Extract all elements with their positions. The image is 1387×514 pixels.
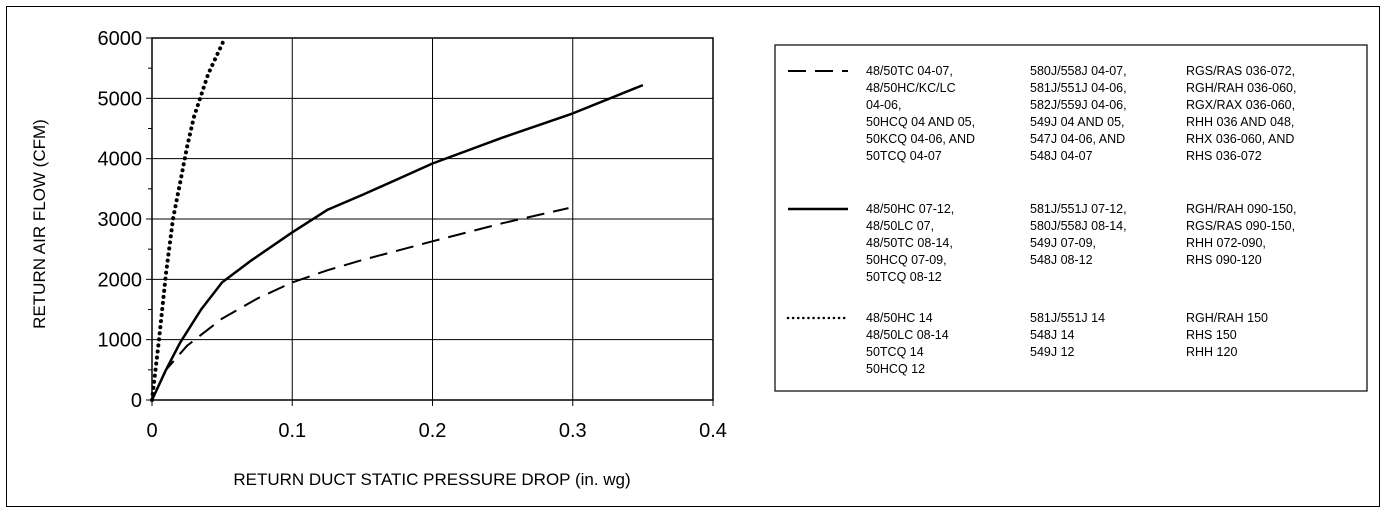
legend-label: 50TCQ 14 <box>866 345 924 359</box>
legend-label: 548J 14 <box>1030 328 1075 342</box>
y-tick-label: 1000 <box>98 330 143 352</box>
legend-label: 547J 04-06, AND <box>1030 132 1125 146</box>
legend-label: RHH 120 <box>1186 345 1237 359</box>
legend-label: 549J 12 <box>1030 345 1075 359</box>
legend-label: 48/50HC 14 <box>866 311 933 325</box>
legend-label: RGS/RAS 090-150, <box>1186 219 1295 233</box>
legend-label: 582J/559J 04-06, <box>1030 98 1127 112</box>
series-line-solid <box>150 83 644 401</box>
figure-frame <box>6 6 1380 507</box>
legend-label: RGH/RAH 090-150, <box>1186 202 1296 216</box>
x-tick-label: 0.2 <box>419 420 447 442</box>
y-axis-title: RETURN AIR FLOW (CFM) <box>30 119 49 329</box>
legend-box <box>774 44 1368 392</box>
series-line-dashed <box>151 207 569 401</box>
legend-label: RHH 036 AND 048, <box>1186 115 1294 129</box>
series-line-dotted <box>150 36 227 402</box>
series-lines <box>150 36 644 402</box>
legend-label: 580J/558J 08-14, <box>1030 219 1127 233</box>
legend-label: 548J 08-12 <box>1030 253 1093 267</box>
y-tick-label: 3000 <box>98 209 143 231</box>
y-tick-label: 0 <box>131 390 142 412</box>
legend-label: 48/50HC 07-12, <box>866 202 954 216</box>
legend-label: 581J/551J 14 <box>1030 311 1105 325</box>
legend-label: RHH 072-090, <box>1186 236 1266 250</box>
legend-label: RGH/RAH 036-060, <box>1186 81 1296 95</box>
legend-label: 50KCQ 04-06, AND <box>866 132 975 146</box>
minor-tick-marks <box>146 37 714 406</box>
legend-label: RHS 090-120 <box>1186 253 1262 267</box>
legend-label: 04-06, <box>866 98 901 112</box>
legend-label: 581J/551J 07-12, <box>1030 202 1127 216</box>
legend-label: 48/50LC 08-14 <box>866 328 949 342</box>
y-tick-label: 5000 <box>98 88 143 110</box>
y-tick-label: 4000 <box>98 149 143 171</box>
legend-label: 548J 04-07 <box>1030 149 1093 163</box>
x-tick-label: 0.4 <box>699 420 727 442</box>
grid-lines <box>151 37 714 401</box>
x-tick-label: 0.1 <box>278 420 306 442</box>
legend-label: RHX 036-060, AND <box>1186 132 1294 146</box>
legend-label: RHS 036-072 <box>1186 149 1262 163</box>
tick-labels: 0 1000 2000 3000 4000 5000 6000 0 0.1 0.2 0.3 0.4 <box>98 28 727 442</box>
legend-label: 549J 04 AND 05, <box>1030 115 1125 129</box>
legend-label: RGH/RAH 150 <box>1186 311 1268 325</box>
legend-label: 50HCQ 12 <box>866 362 925 376</box>
legend-label: 48/50TC 08-14, <box>866 236 953 250</box>
legend-label: 50HCQ 07-09, <box>866 253 947 267</box>
legend-label: 50TCQ 04-07 <box>866 149 942 163</box>
legend-label: RGS/RAS 036-072, <box>1186 64 1295 78</box>
x-tick-label: 0.3 <box>559 420 587 442</box>
legend-label: 50TCQ 08-12 <box>866 270 942 284</box>
legend-label: RGX/RAX 036-060, <box>1186 98 1295 112</box>
x-tick-label: 0 <box>146 420 157 442</box>
legend-label: 549J 07-09, <box>1030 236 1096 250</box>
y-tick-label: 2000 <box>98 269 143 291</box>
x-axis-title: RETURN DUCT STATIC PRESSURE DROP (in. wg… <box>233 470 630 489</box>
legend-label: 581J/551J 04-06, <box>1030 81 1127 95</box>
legend-entries: 48/50TC 04-07, 48/50HC/KC/LC 04-06, 50HCQ 0… <box>786 64 1296 376</box>
legend-label: 48/50HC/KC/LC <box>866 81 956 95</box>
legend-label: 50HCQ 04 AND 05, <box>866 115 975 129</box>
legend-label: 48/50LC 07, <box>866 219 934 233</box>
legend: 48/50TC 04-07, 48/50HC/KC/LC 04-06, 50HCQ 0… <box>774 44 1368 392</box>
legend-label: 48/50TC 04-07, <box>866 64 953 78</box>
legend-label: 580J/558J 04-07, <box>1030 64 1127 78</box>
legend-label: RHS 150 <box>1186 328 1237 342</box>
y-tick-label: 6000 <box>98 28 143 50</box>
